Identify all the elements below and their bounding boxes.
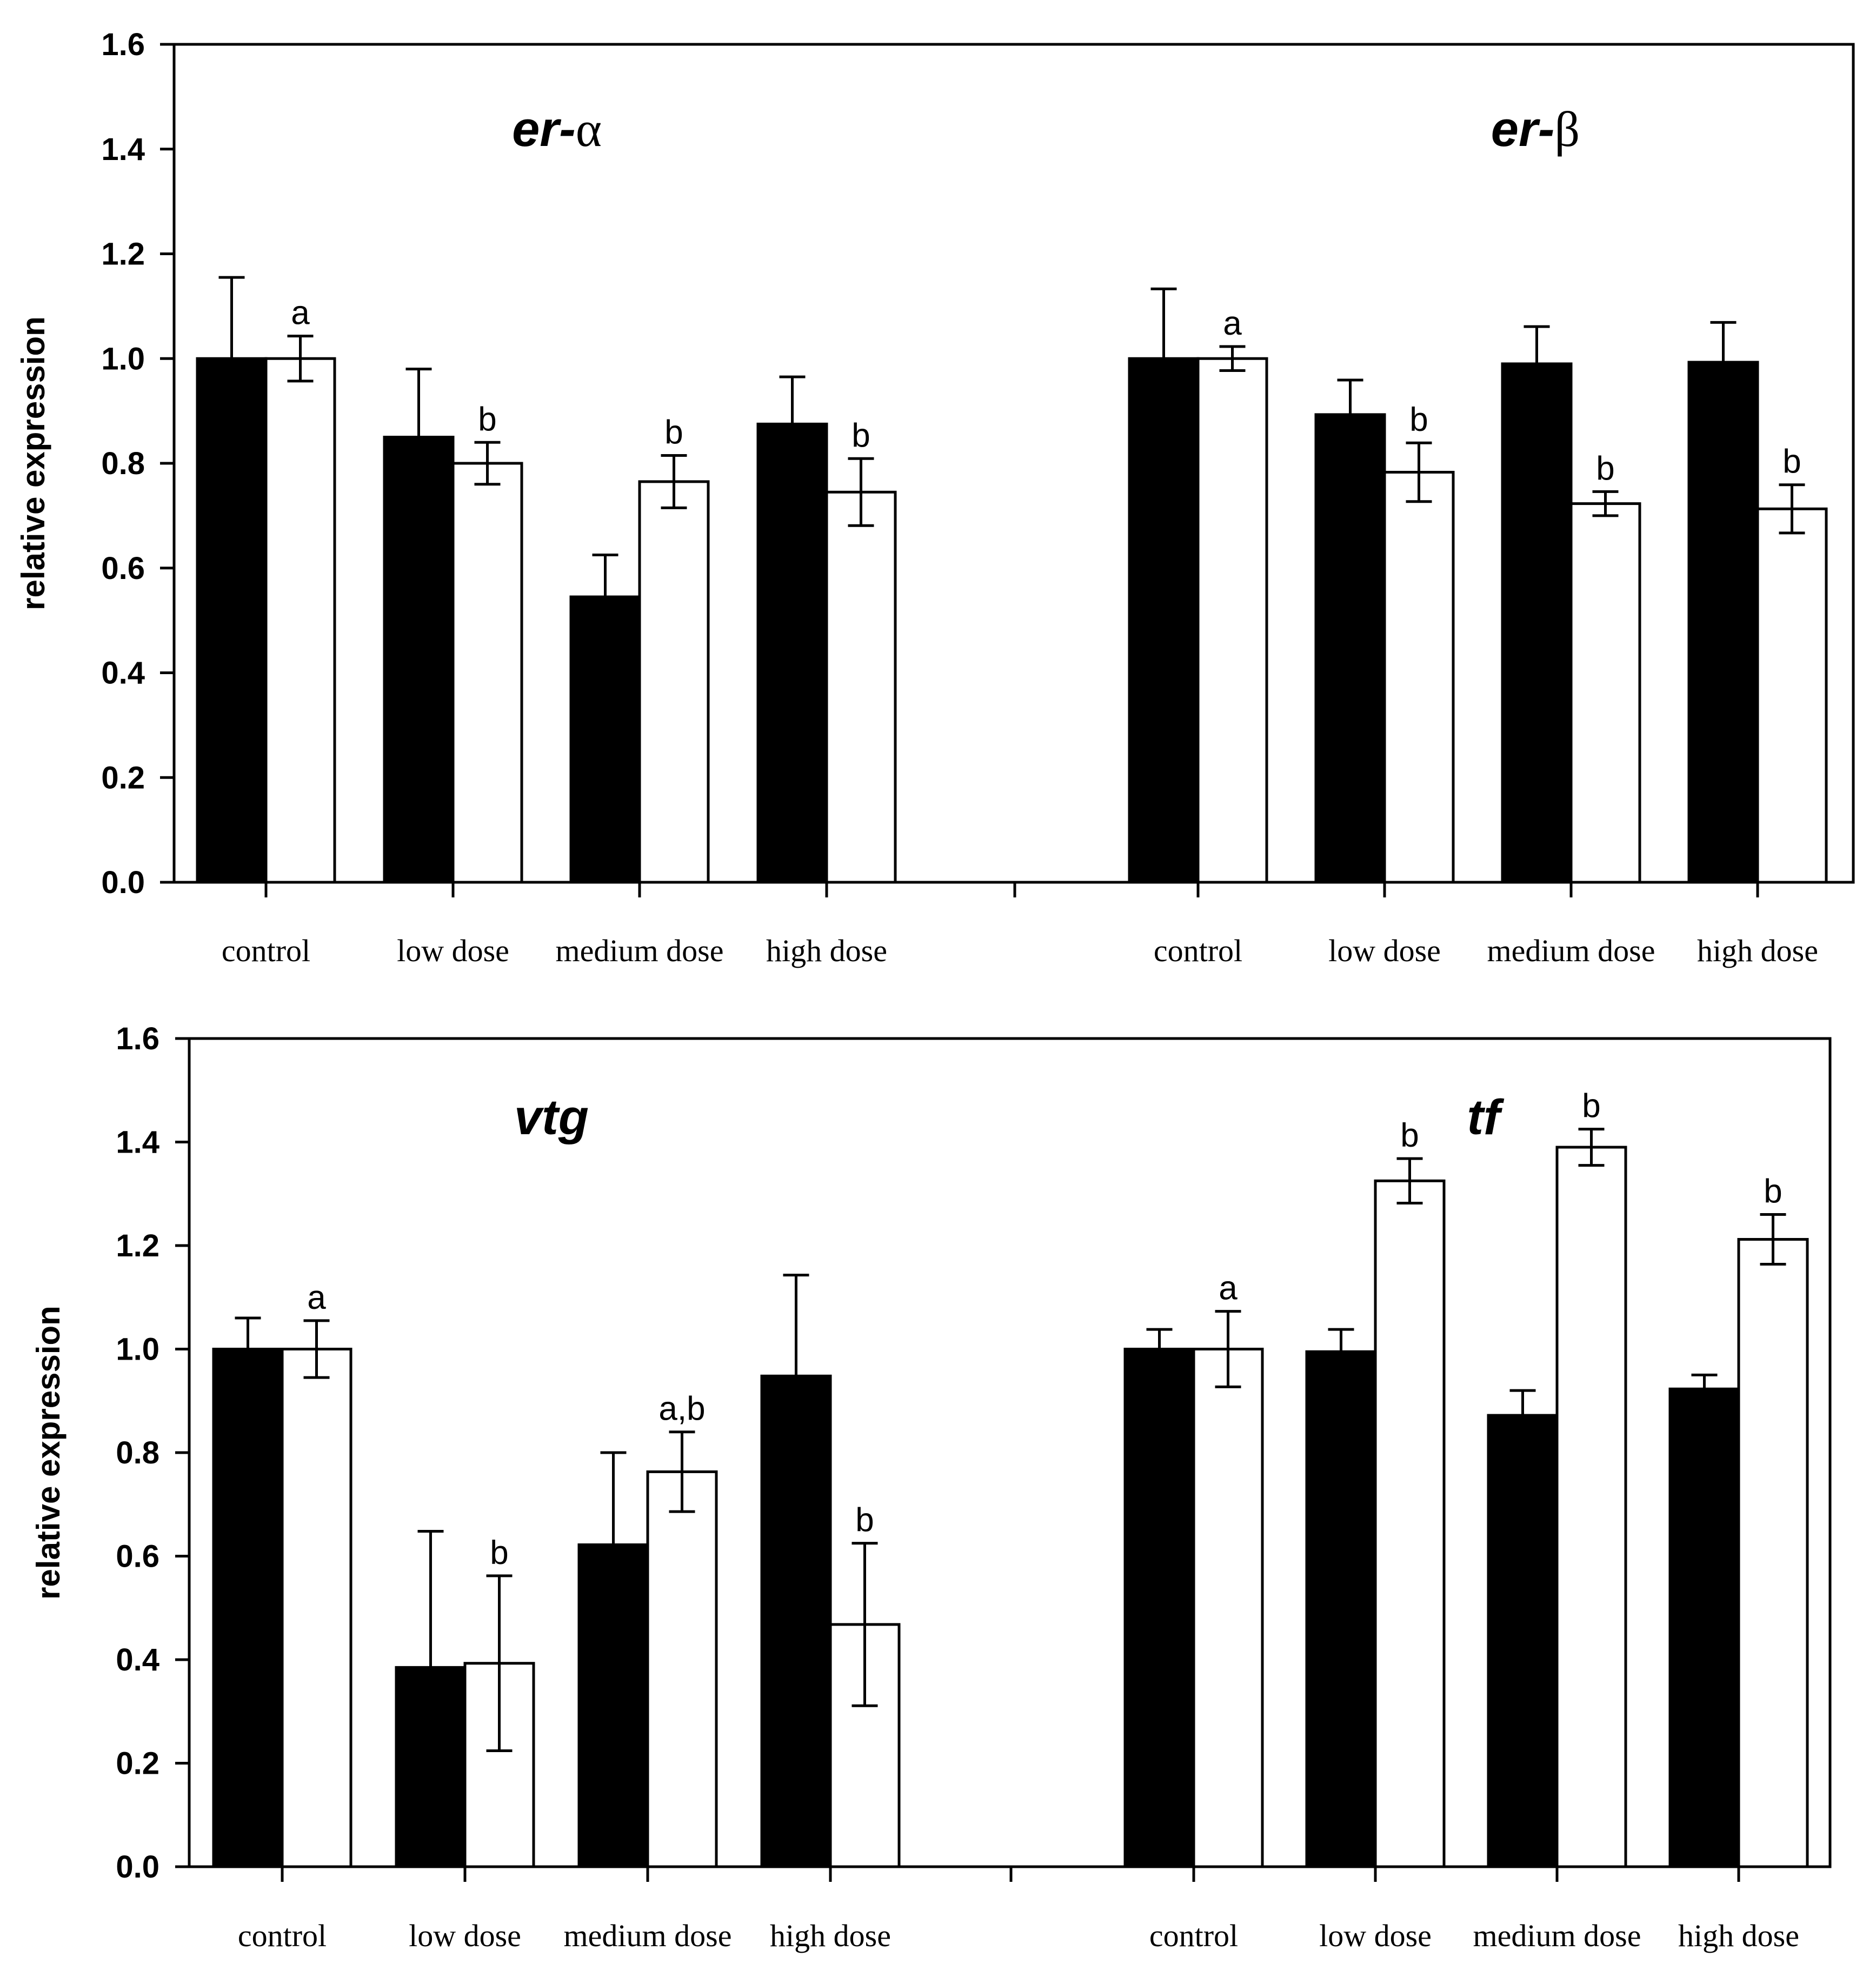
x-category-label: medium dose xyxy=(564,1918,732,1953)
bar-open xyxy=(451,462,523,884)
y-tick-label: 0.2 xyxy=(116,1746,159,1781)
panel-bottom: 0.0 0.2 0.4 0.6 0.8 1.0 1.2 1.4 1.6 relative expr… xyxy=(30,1021,1832,1953)
bar-open xyxy=(1192,1348,1264,1868)
gene-label-prefix: er- xyxy=(1491,102,1555,157)
gene-label: tf xyxy=(1467,1090,1505,1145)
bar-filled xyxy=(1314,413,1386,884)
y-tick-label: 1.6 xyxy=(116,1021,159,1056)
significance-label: a,b xyxy=(658,1390,705,1428)
gene-label-prefix: er- xyxy=(512,102,576,157)
y-tick-label: 1.2 xyxy=(101,237,145,272)
y-tick-label: 1.0 xyxy=(116,1332,159,1367)
y-tick-label: 0.2 xyxy=(101,760,145,795)
bar-group-er: er-α control a low dose b medium dose b high do… xyxy=(196,102,897,968)
x-category-label: high dose xyxy=(770,1918,891,1953)
bar-group-er: er-β control a low dose b medium dose b high do… xyxy=(1128,102,1828,968)
significance-label: b xyxy=(490,1534,508,1572)
bar-open xyxy=(281,1348,352,1868)
gene-label-greek: α xyxy=(576,102,602,157)
bar-filled xyxy=(1123,1348,1195,1868)
y-tick-label: 1.4 xyxy=(101,132,145,167)
x-category-label: low dose xyxy=(397,933,509,968)
y-tick-label: 1.2 xyxy=(116,1228,159,1263)
bar-filled xyxy=(196,357,268,884)
bar-open xyxy=(1737,1238,1809,1868)
bar-filled xyxy=(1687,361,1759,884)
y-tick-label: 0.0 xyxy=(116,1849,159,1885)
bar-filled xyxy=(395,1666,467,1868)
significance-label: b xyxy=(664,414,683,451)
significance-label: b xyxy=(855,1502,874,1539)
x-category-label: high dose xyxy=(766,933,887,968)
bar-filled xyxy=(212,1348,284,1868)
x-category-label: low dose xyxy=(1328,933,1441,968)
bar-open xyxy=(638,480,710,884)
bar-open xyxy=(1555,1146,1627,1868)
x-category-label: low dose xyxy=(409,1918,521,1953)
bar-filled xyxy=(760,1374,832,1868)
significance-label: b xyxy=(1582,1088,1600,1125)
significance-label: b xyxy=(1782,443,1801,481)
bar-group-vtg: vtg control a low dose b medium dose a,b high d… xyxy=(212,1090,901,1953)
significance-label: b xyxy=(1596,450,1614,487)
bar-filled xyxy=(383,436,455,884)
bar-filled xyxy=(577,1543,649,1868)
x-category-label: low dose xyxy=(1319,1918,1432,1953)
bar-open xyxy=(1374,1179,1446,1868)
x-category-label: medium dose xyxy=(556,933,724,968)
bar-filled xyxy=(1487,1414,1559,1868)
x-category-label: medium dose xyxy=(1487,933,1655,968)
bar-open xyxy=(1196,357,1268,884)
y-tick-label: 1.0 xyxy=(101,341,145,376)
bar-filled xyxy=(1668,1387,1740,1868)
bar-filled xyxy=(756,422,828,884)
bar-filled xyxy=(1501,362,1573,884)
bar-open xyxy=(264,357,336,884)
y-tick-label: 0.6 xyxy=(101,551,145,586)
significance-label: b xyxy=(851,417,870,454)
bar-open xyxy=(825,490,897,884)
significance-label: a xyxy=(307,1279,326,1316)
y-tick-label: 0.6 xyxy=(116,1539,159,1574)
x-category-label: medium dose xyxy=(1473,1918,1641,1953)
y-tick-label: 0.8 xyxy=(116,1435,159,1470)
y-tick-label: 1.4 xyxy=(116,1125,159,1160)
bar-open xyxy=(1383,470,1455,884)
bar-filled xyxy=(1305,1350,1377,1868)
significance-label: b xyxy=(1400,1117,1419,1154)
significance-label: b xyxy=(1409,401,1428,438)
y-tick-label: 0.0 xyxy=(101,865,145,900)
x-category-label: control xyxy=(238,1918,327,1953)
x-category-label: control xyxy=(1149,1918,1238,1953)
gene-label-prefix: vtg xyxy=(514,1090,589,1145)
bar-filled xyxy=(1128,357,1200,884)
y-axis-label: relative expression xyxy=(15,316,51,610)
bar-open xyxy=(646,1470,718,1868)
bar-filled xyxy=(569,595,641,884)
x-category-label: control xyxy=(1154,933,1242,968)
panel-top: 0.0 0.2 0.4 0.6 0.8 1.0 1.2 1.4 1.6 relative expr… xyxy=(15,27,1855,968)
bar-open xyxy=(1569,502,1641,884)
y-tick-label: 0.4 xyxy=(116,1642,159,1678)
y-tick-label: 1.6 xyxy=(101,27,145,62)
y-tick-label: 0.4 xyxy=(101,656,145,691)
y-tick-label: 0.8 xyxy=(101,446,145,481)
x-category-label: high dose xyxy=(1697,933,1818,968)
significance-label: a xyxy=(291,295,310,332)
gene-label-prefix: tf xyxy=(1467,1090,1505,1145)
bar-group-tf: tf control a low dose b medium dose b high dose… xyxy=(1123,1088,1809,1953)
gene-label: er-β xyxy=(1491,102,1580,157)
y-axis-label: relative expression xyxy=(30,1306,66,1600)
significance-label: b xyxy=(1764,1173,1782,1210)
x-category-label: control xyxy=(222,933,310,968)
significance-label: a xyxy=(1223,305,1242,342)
significance-label: a xyxy=(1219,1270,1238,1307)
bar-open xyxy=(1756,507,1828,884)
gene-label: er-α xyxy=(512,102,602,157)
significance-label: b xyxy=(478,401,496,438)
gene-label-greek: β xyxy=(1554,102,1580,157)
x-category-label: high dose xyxy=(1678,1918,1799,1953)
gene-label: vtg xyxy=(514,1090,589,1145)
